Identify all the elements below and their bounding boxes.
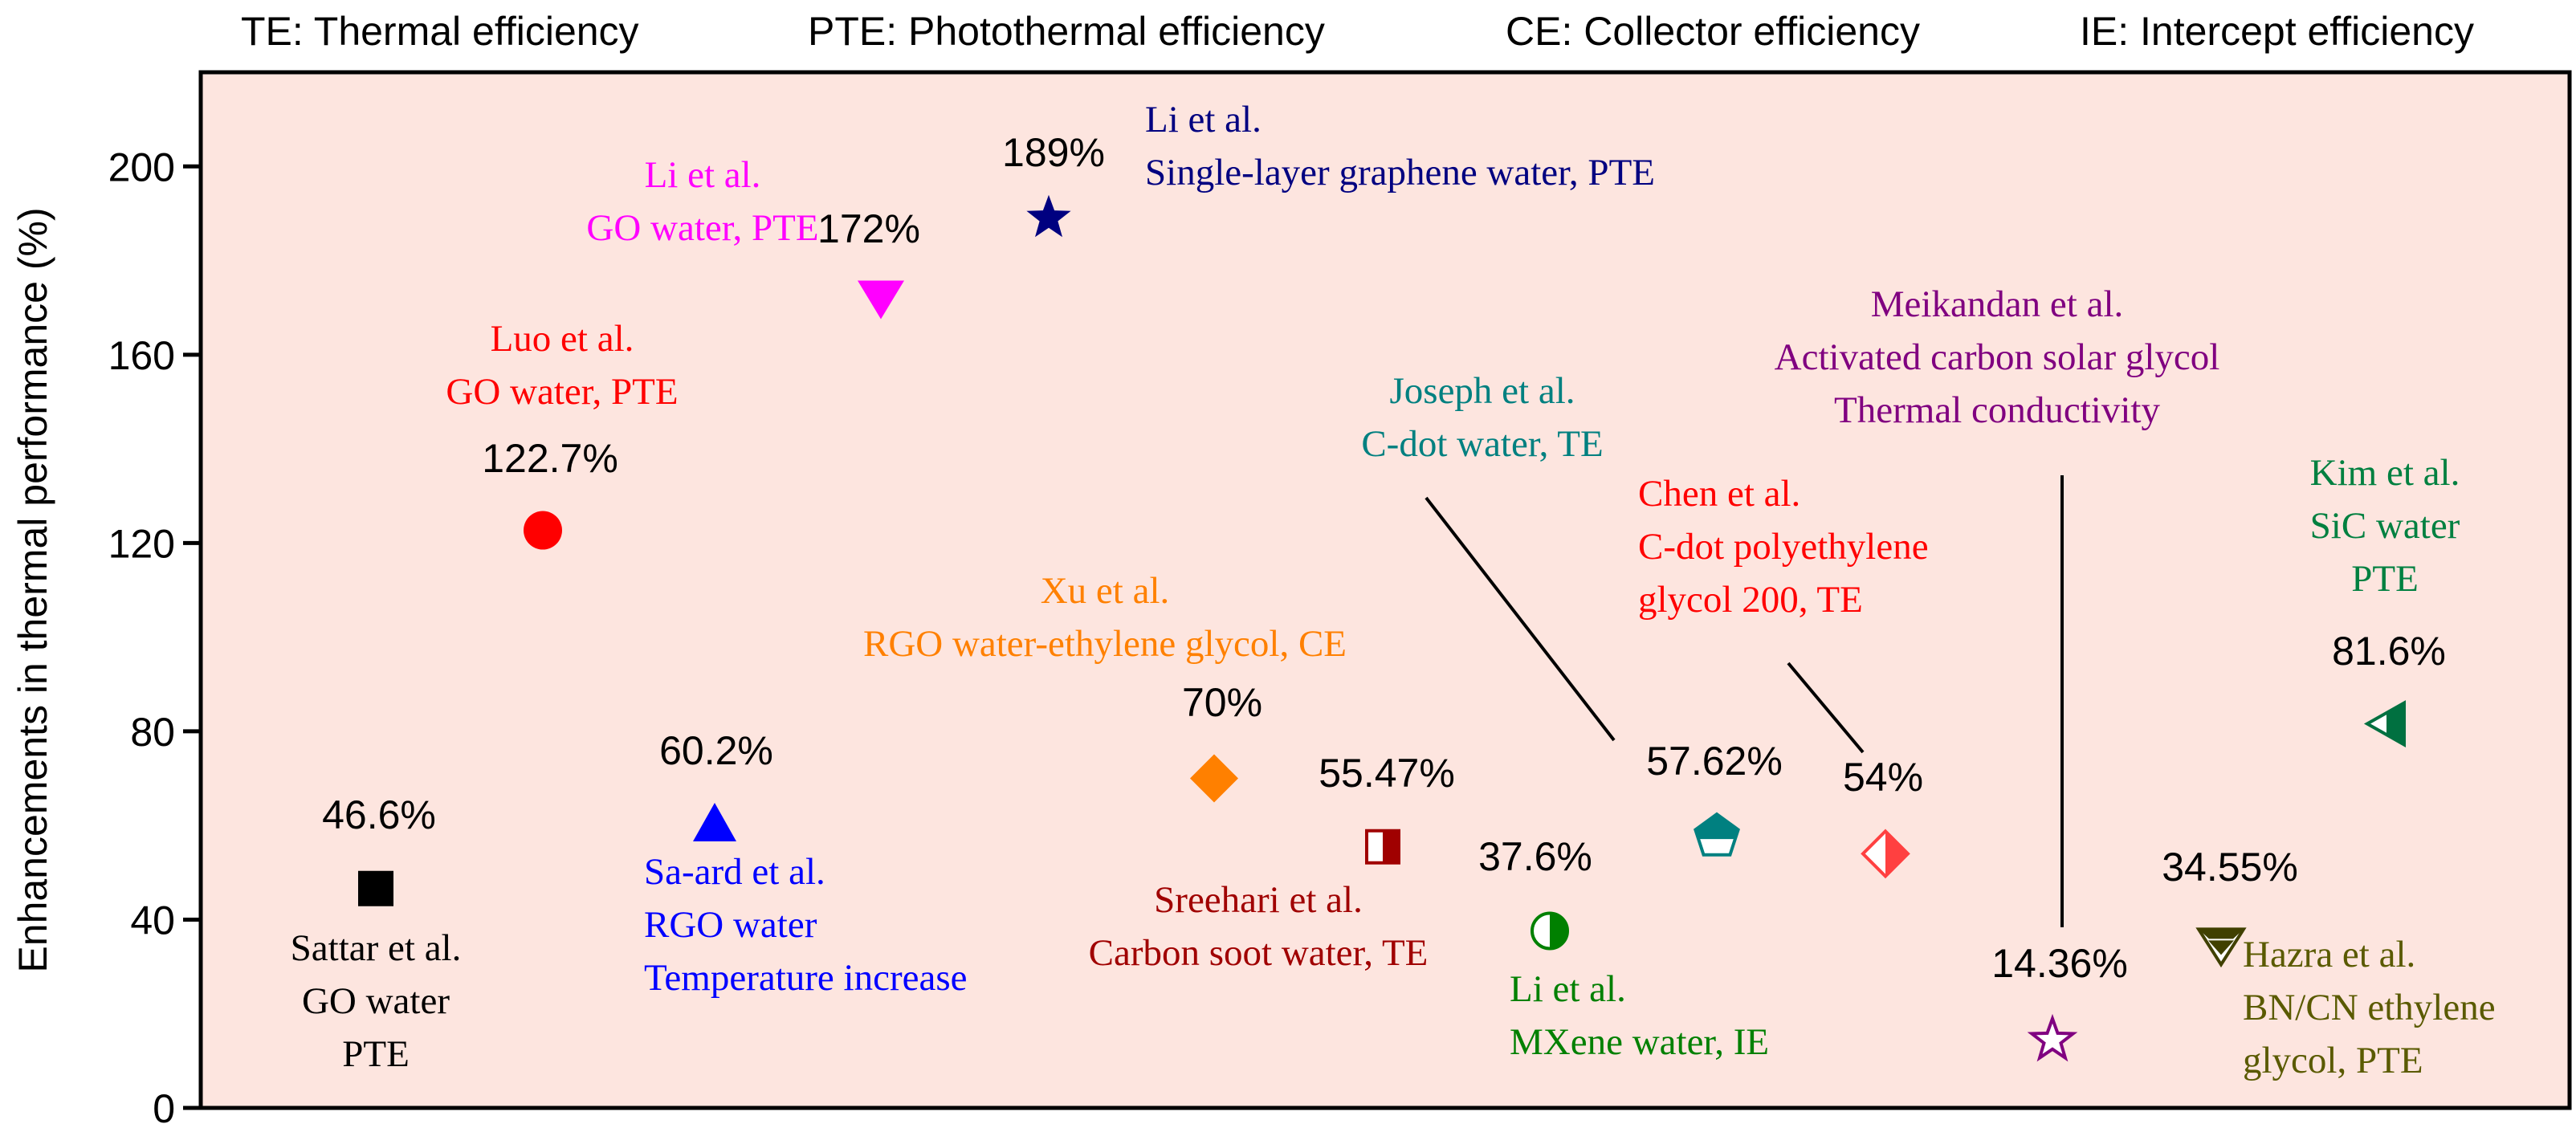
point-annotation-line: Sattar et al. <box>291 927 462 969</box>
point-annotation-line: Kim et al. <box>2310 452 2460 494</box>
point-annotation-line: GO water, PTE <box>446 371 678 413</box>
data-point-marker <box>2363 700 2406 747</box>
data-point-marker <box>858 280 904 320</box>
point-annotation-line: RGO water-ethylene glycol, CE <box>863 623 1347 665</box>
data-value-label: 34.55% <box>2162 845 2298 890</box>
legend-ce: CE: Collector efficiency <box>1506 9 1920 54</box>
data-value-label: 189% <box>1002 130 1105 175</box>
data-value-label: 46.6% <box>322 792 436 837</box>
point-annotation-line: SiC water <box>2310 505 2460 547</box>
point-annotation-line: Chen et al. <box>1638 473 1800 515</box>
data-value-label: 54% <box>1843 755 1923 800</box>
legend-te: TE: Thermal efficiency <box>241 9 639 54</box>
point-annotation-line: Hazra et al. <box>2243 934 2415 975</box>
y-tick-label: 80 <box>130 710 175 755</box>
point-annotation-line: Luo et al. <box>491 318 634 360</box>
point-annotation-line: Activated carbon solar glycol <box>1775 336 2220 378</box>
leader-line <box>1787 662 1865 754</box>
point-annotation-line: BN/CN ethylene <box>2243 987 2496 1028</box>
data-point-marker <box>1694 812 1740 857</box>
data-point-marker <box>1861 829 1910 879</box>
data-point-marker <box>2195 927 2247 968</box>
data-value-label: 60.2% <box>659 728 773 773</box>
point-annotation-line: glycol 200, TE <box>1638 579 1863 621</box>
point-annotation-line: Meikandan et al. <box>1871 283 2124 325</box>
data-value-label: 14.36% <box>1991 941 2128 986</box>
legend-ie: IE: Intercept efficiency <box>2080 9 2474 54</box>
point-annotation-line: Sa-ard et al. <box>644 851 825 893</box>
point-annotation-line: Sreehari et al. <box>1154 879 1363 921</box>
data-point-marker <box>1190 754 1238 803</box>
y-tick-label: 120 <box>108 521 175 566</box>
y-tick-label: 160 <box>108 333 175 378</box>
data-value-label: 172% <box>817 206 920 251</box>
point-annotation-line: MXene water, IE <box>1510 1021 1769 1063</box>
y-tick-label: 0 <box>153 1086 175 1131</box>
point-annotation-line: GO water <box>302 980 450 1022</box>
data-value-label: 55.47% <box>1319 751 1455 796</box>
point-annotation-line: C-dot water, TE <box>1361 423 1603 465</box>
point-annotation-line: Thermal conductivity <box>1834 389 2160 431</box>
data-point-marker <box>693 803 736 842</box>
point-annotation-line: Xu et al. <box>1041 570 1170 612</box>
point-annotation-line: Temperature increase <box>644 957 967 999</box>
data-point-marker <box>2027 1013 2078 1062</box>
data-point-marker <box>1026 194 1071 238</box>
point-annotation-line: glycol, PTE <box>2243 1040 2423 1081</box>
point-annotation-line: C-dot polyethylene <box>1638 526 1929 568</box>
point-annotation-line: Li et al. <box>1145 99 1262 140</box>
data-value-label: 70% <box>1182 680 1262 725</box>
point-annotation-line: Li et al. <box>645 154 761 196</box>
data-value-label: 37.6% <box>1478 834 1592 879</box>
data-point-marker <box>1365 829 1400 865</box>
data-point-marker <box>358 870 393 906</box>
point-annotation-line: Single-layer graphene water, PTE <box>1145 152 1655 193</box>
point-annotation-line: Carbon soot water, TE <box>1089 932 1429 974</box>
data-value-label: 81.6% <box>2332 629 2446 674</box>
y-tick-label: 40 <box>130 898 175 943</box>
legend-pte: PTE: Photothermal efficiency <box>808 9 1325 54</box>
point-annotation-line: PTE <box>342 1033 410 1075</box>
data-value-label: 122.7% <box>482 436 618 481</box>
point-annotation-line: GO water, PTE <box>586 207 818 249</box>
point-annotation-line: Joseph et al. <box>1389 370 1575 412</box>
data-point-marker <box>524 511 562 550</box>
leader-line <box>1425 496 1616 742</box>
point-annotation-line: PTE <box>2351 558 2419 600</box>
data-point-marker <box>1531 911 1569 951</box>
plot-area <box>198 70 2572 1110</box>
point-annotation-line: Li et al. <box>1510 968 1626 1010</box>
y-tick-label: 200 <box>108 145 175 189</box>
point-annotation-line: RGO water <box>644 904 817 946</box>
y-axis-label: Enhancements in thermal performance (%) <box>10 207 55 972</box>
data-value-label: 57.62% <box>1646 739 1783 784</box>
